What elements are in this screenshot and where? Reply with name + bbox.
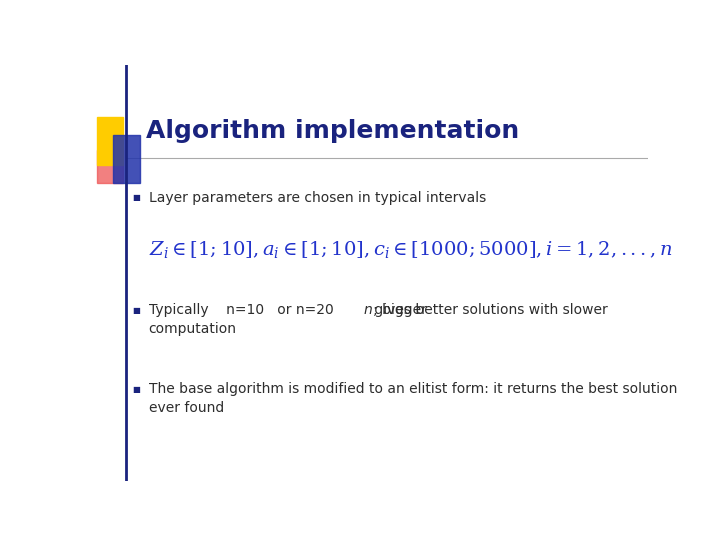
Text: Typically    n=10   or n=20         ; bigger: Typically n=10 or n=20 ; bigger	[148, 303, 431, 317]
Bar	[96, 150, 124, 183]
Text: ■: ■	[132, 306, 140, 315]
Bar	[114, 136, 140, 183]
Text: gives better solutions with slower: gives better solutions with slower	[370, 303, 608, 317]
Text: Layer parameters are chosen in typical intervals: Layer parameters are chosen in typical i…	[148, 191, 486, 205]
Text: ever found: ever found	[148, 401, 224, 415]
Text: ■: ■	[132, 193, 140, 202]
Text: ■: ■	[132, 384, 140, 394]
Text: Algorithm implementation: Algorithm implementation	[145, 119, 519, 143]
Text: $Z_i \in [1; 10], a_i \in [1; 10], c_i \in [1000; 5000], i = 1, 2,..., n$: $Z_i \in [1; 10], a_i \in [1; 10], c_i \…	[148, 239, 672, 260]
Text: computation: computation	[148, 322, 237, 336]
Bar	[96, 117, 124, 165]
Text: n: n	[364, 303, 372, 317]
Text: The base algorithm is modified to an elitist form: it returns the best solution: The base algorithm is modified to an eli…	[148, 382, 677, 396]
